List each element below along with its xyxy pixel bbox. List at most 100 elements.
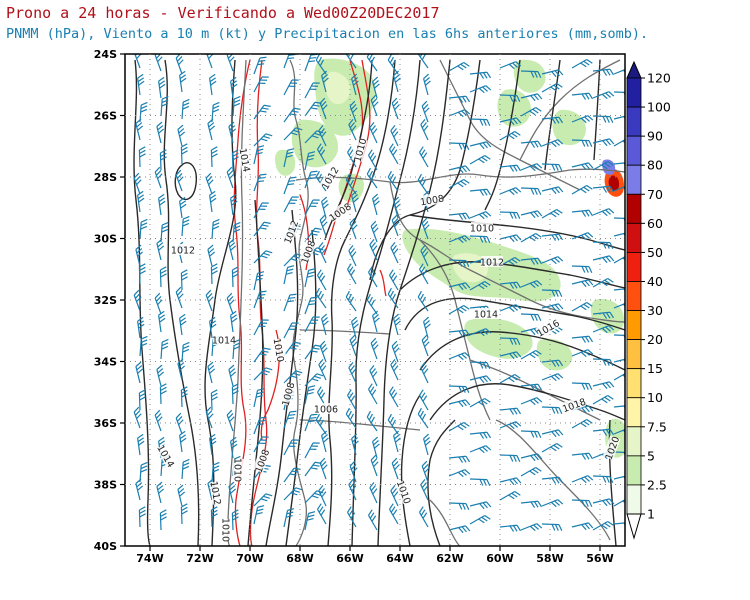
wind-barb xyxy=(613,136,625,147)
isobar-label: 1014 xyxy=(474,308,498,321)
wind-barb xyxy=(348,118,357,141)
wind-barb xyxy=(592,68,615,76)
wind-barb xyxy=(420,244,429,267)
wind-barb xyxy=(571,162,594,171)
wind-barb xyxy=(175,54,184,75)
isobar-value: 1012 xyxy=(207,480,222,506)
wind-barb xyxy=(210,146,218,168)
wind-barb xyxy=(592,160,614,171)
wind-barb xyxy=(321,70,329,93)
wind-barb xyxy=(499,94,521,102)
wind-barb xyxy=(304,316,320,333)
colorbar-band xyxy=(626,193,642,224)
wind-barb xyxy=(499,524,522,532)
isobar-label: 1012 xyxy=(207,480,224,506)
wind-barb xyxy=(138,146,146,168)
lat-label: 24S xyxy=(94,48,117,61)
wind-barb xyxy=(253,133,273,147)
wind-barb xyxy=(137,190,145,213)
wind-barb xyxy=(304,442,320,459)
wind-barb xyxy=(391,97,400,120)
wind-barb xyxy=(592,381,615,390)
colorbar-label: 7.5 xyxy=(647,419,667,434)
wind-barb xyxy=(318,358,327,381)
colorbar-label: 20 xyxy=(647,332,663,347)
wind-barb xyxy=(319,97,328,120)
wind-barb xyxy=(349,334,358,357)
graticule xyxy=(125,54,625,546)
lon-label: 66W xyxy=(336,552,363,565)
lat-label: 34S xyxy=(94,356,117,369)
wind-barb xyxy=(175,286,184,309)
wind-barb xyxy=(135,361,144,384)
isobar-label: 1012 xyxy=(480,256,504,269)
wind-barb xyxy=(469,431,492,439)
wind-barb xyxy=(207,244,216,267)
wind-barb xyxy=(179,70,187,93)
wind-barb xyxy=(253,367,273,381)
wind-barb xyxy=(345,290,357,312)
wind-barb xyxy=(571,209,594,217)
wind-barb xyxy=(133,406,142,429)
wind-barb xyxy=(571,265,593,273)
isobar-value: 1014 xyxy=(474,310,498,321)
isobar-value: 1008 xyxy=(419,193,445,208)
wind-barb xyxy=(253,416,267,435)
wind-barb xyxy=(571,382,593,390)
wind-barb xyxy=(138,506,146,528)
wind-barb xyxy=(417,54,429,69)
wind-barb xyxy=(230,193,238,216)
colorbar-label: 60 xyxy=(647,216,663,231)
wind-barb xyxy=(390,484,399,507)
wind-barb xyxy=(253,347,271,363)
wind-barb xyxy=(253,145,265,165)
isobar-label: 1012 xyxy=(281,219,301,246)
wind-barb xyxy=(520,397,543,406)
wind-barb xyxy=(180,503,188,525)
colorbar-label: 15 xyxy=(647,361,663,376)
wind-barb xyxy=(448,235,471,244)
wind-barb xyxy=(592,325,615,334)
wind-barb xyxy=(318,241,327,264)
wind-barb xyxy=(304,82,320,99)
wind-barb xyxy=(469,118,491,126)
wind-barb xyxy=(231,383,239,405)
wind-barb xyxy=(304,101,322,117)
wind-barb xyxy=(283,487,303,501)
wind-barb xyxy=(592,520,614,531)
wind-barb xyxy=(499,61,522,70)
wind-barb xyxy=(209,190,217,213)
wind-barb xyxy=(253,104,271,120)
wind-barb xyxy=(423,73,431,96)
wind-barb xyxy=(321,313,329,336)
wind-barb xyxy=(367,266,378,288)
wind-barb xyxy=(448,142,470,150)
wind-barb xyxy=(283,410,297,429)
lon-label: 68W xyxy=(286,552,313,565)
isobar-label: 1010 xyxy=(351,137,369,163)
wind-barb xyxy=(469,85,492,94)
wind-barb xyxy=(283,370,303,384)
wind-barb xyxy=(390,358,399,381)
wind-barb xyxy=(137,73,145,96)
wind-barb xyxy=(205,172,214,195)
wind-barb xyxy=(207,361,216,384)
isobar-value: 1008 xyxy=(281,381,298,407)
wind-barb xyxy=(253,493,273,507)
wind-barb xyxy=(346,389,357,411)
wind-barb xyxy=(592,138,615,147)
colorbar-band xyxy=(626,106,642,137)
wind-barb xyxy=(592,394,614,405)
colorbar-band xyxy=(626,77,642,108)
wind-barb xyxy=(135,118,144,141)
wind-barb xyxy=(448,455,471,463)
wind-barb xyxy=(571,418,593,429)
wind-barb xyxy=(138,389,146,411)
wind-barb xyxy=(181,458,190,480)
wind-barb xyxy=(571,92,594,100)
wind-barb xyxy=(160,95,169,117)
wind-barb xyxy=(369,364,378,387)
wind-barb xyxy=(366,410,378,432)
wind-barb xyxy=(469,361,491,369)
